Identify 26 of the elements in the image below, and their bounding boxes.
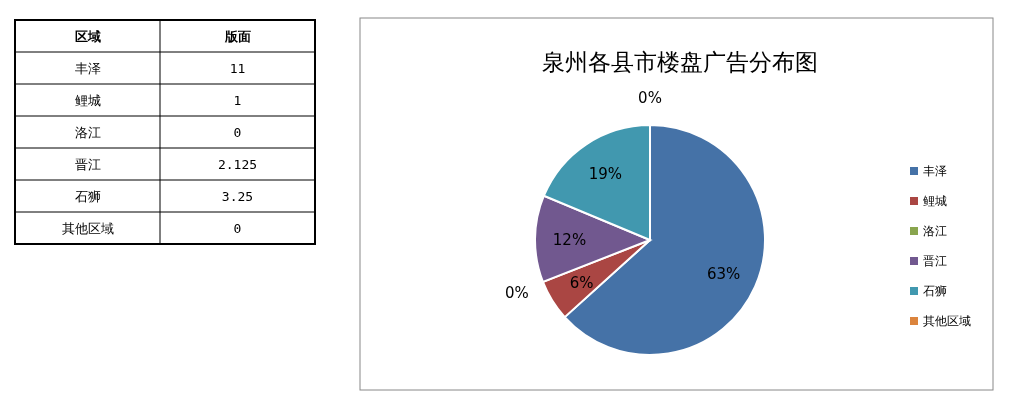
- data-label: 12%: [552, 231, 587, 250]
- data-label: 1: [233, 93, 242, 108]
- legend-label: 其他区域: [923, 314, 971, 328]
- data-label: 3.25: [221, 189, 254, 204]
- chart-title: 泉州各县市楼盘广告分布图: [542, 49, 818, 75]
- data-label: 63%: [706, 264, 741, 283]
- category-label: 石狮: [74, 189, 101, 204]
- category-label: 丰泽: [74, 61, 101, 76]
- text: 0%: [504, 284, 529, 303]
- value-table: 区域 版面 丰泽 11 鲤城 1 洛江 0 晋江 2.125 石狮 3.25 其他区域 0: [14, 19, 316, 245]
- legend-label: 丰泽: [923, 164, 947, 178]
- data-label: 19%: [588, 165, 623, 184]
- category-label: 鲤城: [74, 93, 101, 108]
- legend-label: 鲤城: [923, 194, 947, 208]
- category-label: 晋江: [74, 157, 101, 172]
- category-label: 洛江: [74, 125, 101, 140]
- text: 0%: [638, 89, 662, 107]
- category-label: 其他区域: [61, 221, 114, 236]
- data-label: 11: [229, 61, 246, 76]
- legend-label: 石狮: [923, 284, 947, 298]
- legend-label: 晋江: [923, 254, 947, 268]
- data-label: 0: [233, 221, 242, 236]
- data-label: 2.125: [217, 157, 258, 172]
- legend-label: 洛江: [923, 224, 947, 238]
- data-label: 0: [233, 125, 242, 140]
- data-label: 6%: [569, 274, 594, 293]
